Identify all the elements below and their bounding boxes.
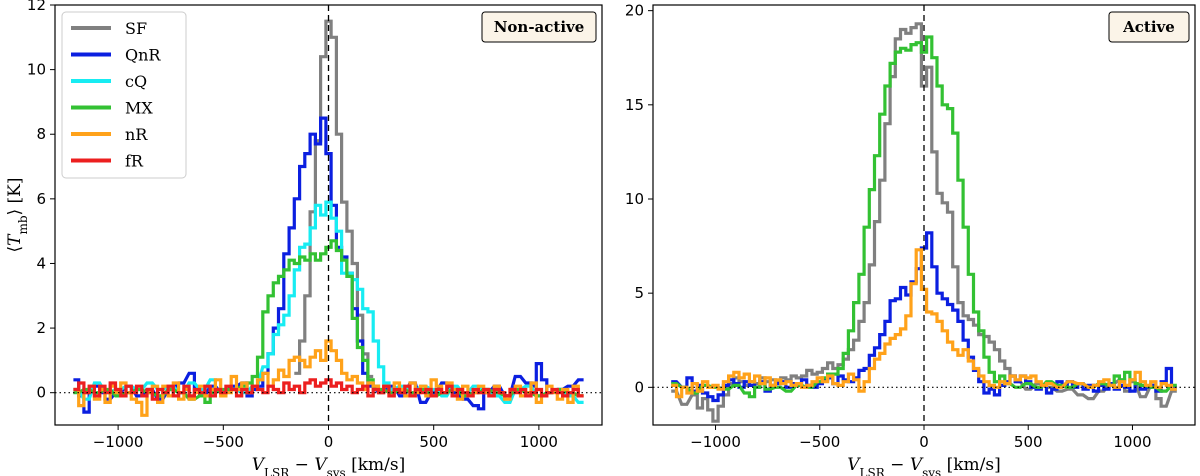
legend-label-nr: nR <box>125 125 148 144</box>
legend-label-cq: cQ <box>125 72 147 91</box>
x-tick-label: 0 <box>919 433 929 451</box>
x-axis-label: VLSR − Vsys [km/s] <box>847 455 1001 476</box>
legend-label-fr: fR <box>125 152 144 171</box>
plot-area <box>55 5 602 425</box>
y-tick-label: 0 <box>36 384 46 402</box>
x-tick-label: 1000 <box>1113 433 1151 451</box>
panel-badge: Non-active <box>481 11 597 43</box>
y-tick-label: 10 <box>27 61 46 79</box>
y-tick-label: 0 <box>634 378 644 396</box>
x-tick-label: −500 <box>203 433 244 451</box>
x-tick-label: 500 <box>1014 433 1043 451</box>
y-tick-label: 5 <box>634 284 644 302</box>
x-tick-label: −500 <box>799 433 840 451</box>
x-axis-label: VLSR − Vsys [km/s] <box>252 455 406 476</box>
series-sf <box>671 22 1177 423</box>
x-tick-label: −1000 <box>690 433 741 451</box>
panel-badge-box <box>481 11 597 43</box>
y-tick-label: 8 <box>36 125 46 143</box>
panel-non-active: −1000 −500 0 500 1000 0 2 4 6 8 10 12 VLSR − Vsys [k… <box>5 0 603 476</box>
series-nr <box>671 248 1177 399</box>
x-tick-label: −1000 <box>93 433 144 451</box>
y-tick-label: 15 <box>625 96 644 114</box>
legend-label-qnr: QnR <box>125 46 161 65</box>
series-sf <box>294 19 374 379</box>
panel-badge-label: Active <box>1122 18 1175 36</box>
legend-box <box>61 11 187 179</box>
y-axis-label: ⟨Tmb⟩ [K] <box>5 177 30 252</box>
panel-active: −1000 −500 0 500 1000 0 5 10 15 20 VLSR − Vsys [km… <box>625 2 1196 476</box>
x-tick-label: 0 <box>324 433 334 451</box>
y-tick-label: 10 <box>625 190 644 208</box>
y-tick-label: 20 <box>625 2 644 20</box>
x-tick-label: 1000 <box>520 433 558 451</box>
legend-label-mx: MX <box>125 99 153 118</box>
legend-label-sf: SF <box>125 19 147 38</box>
y-tick-label: 2 <box>36 319 46 337</box>
x-tick-label: 500 <box>419 433 448 451</box>
series-cq <box>73 200 584 404</box>
panel-badge-box <box>1108 11 1190 43</box>
y-tick-label: 12 <box>27 0 46 14</box>
plot-area <box>653 5 1195 425</box>
y-tick-label: 6 <box>36 190 46 208</box>
legend: SF QnR cQ MX nR fR <box>61 11 187 179</box>
panel-badge: Active <box>1108 11 1190 43</box>
panel-badge-label: Non-active <box>494 18 585 36</box>
y-tick-label: 4 <box>36 254 46 272</box>
